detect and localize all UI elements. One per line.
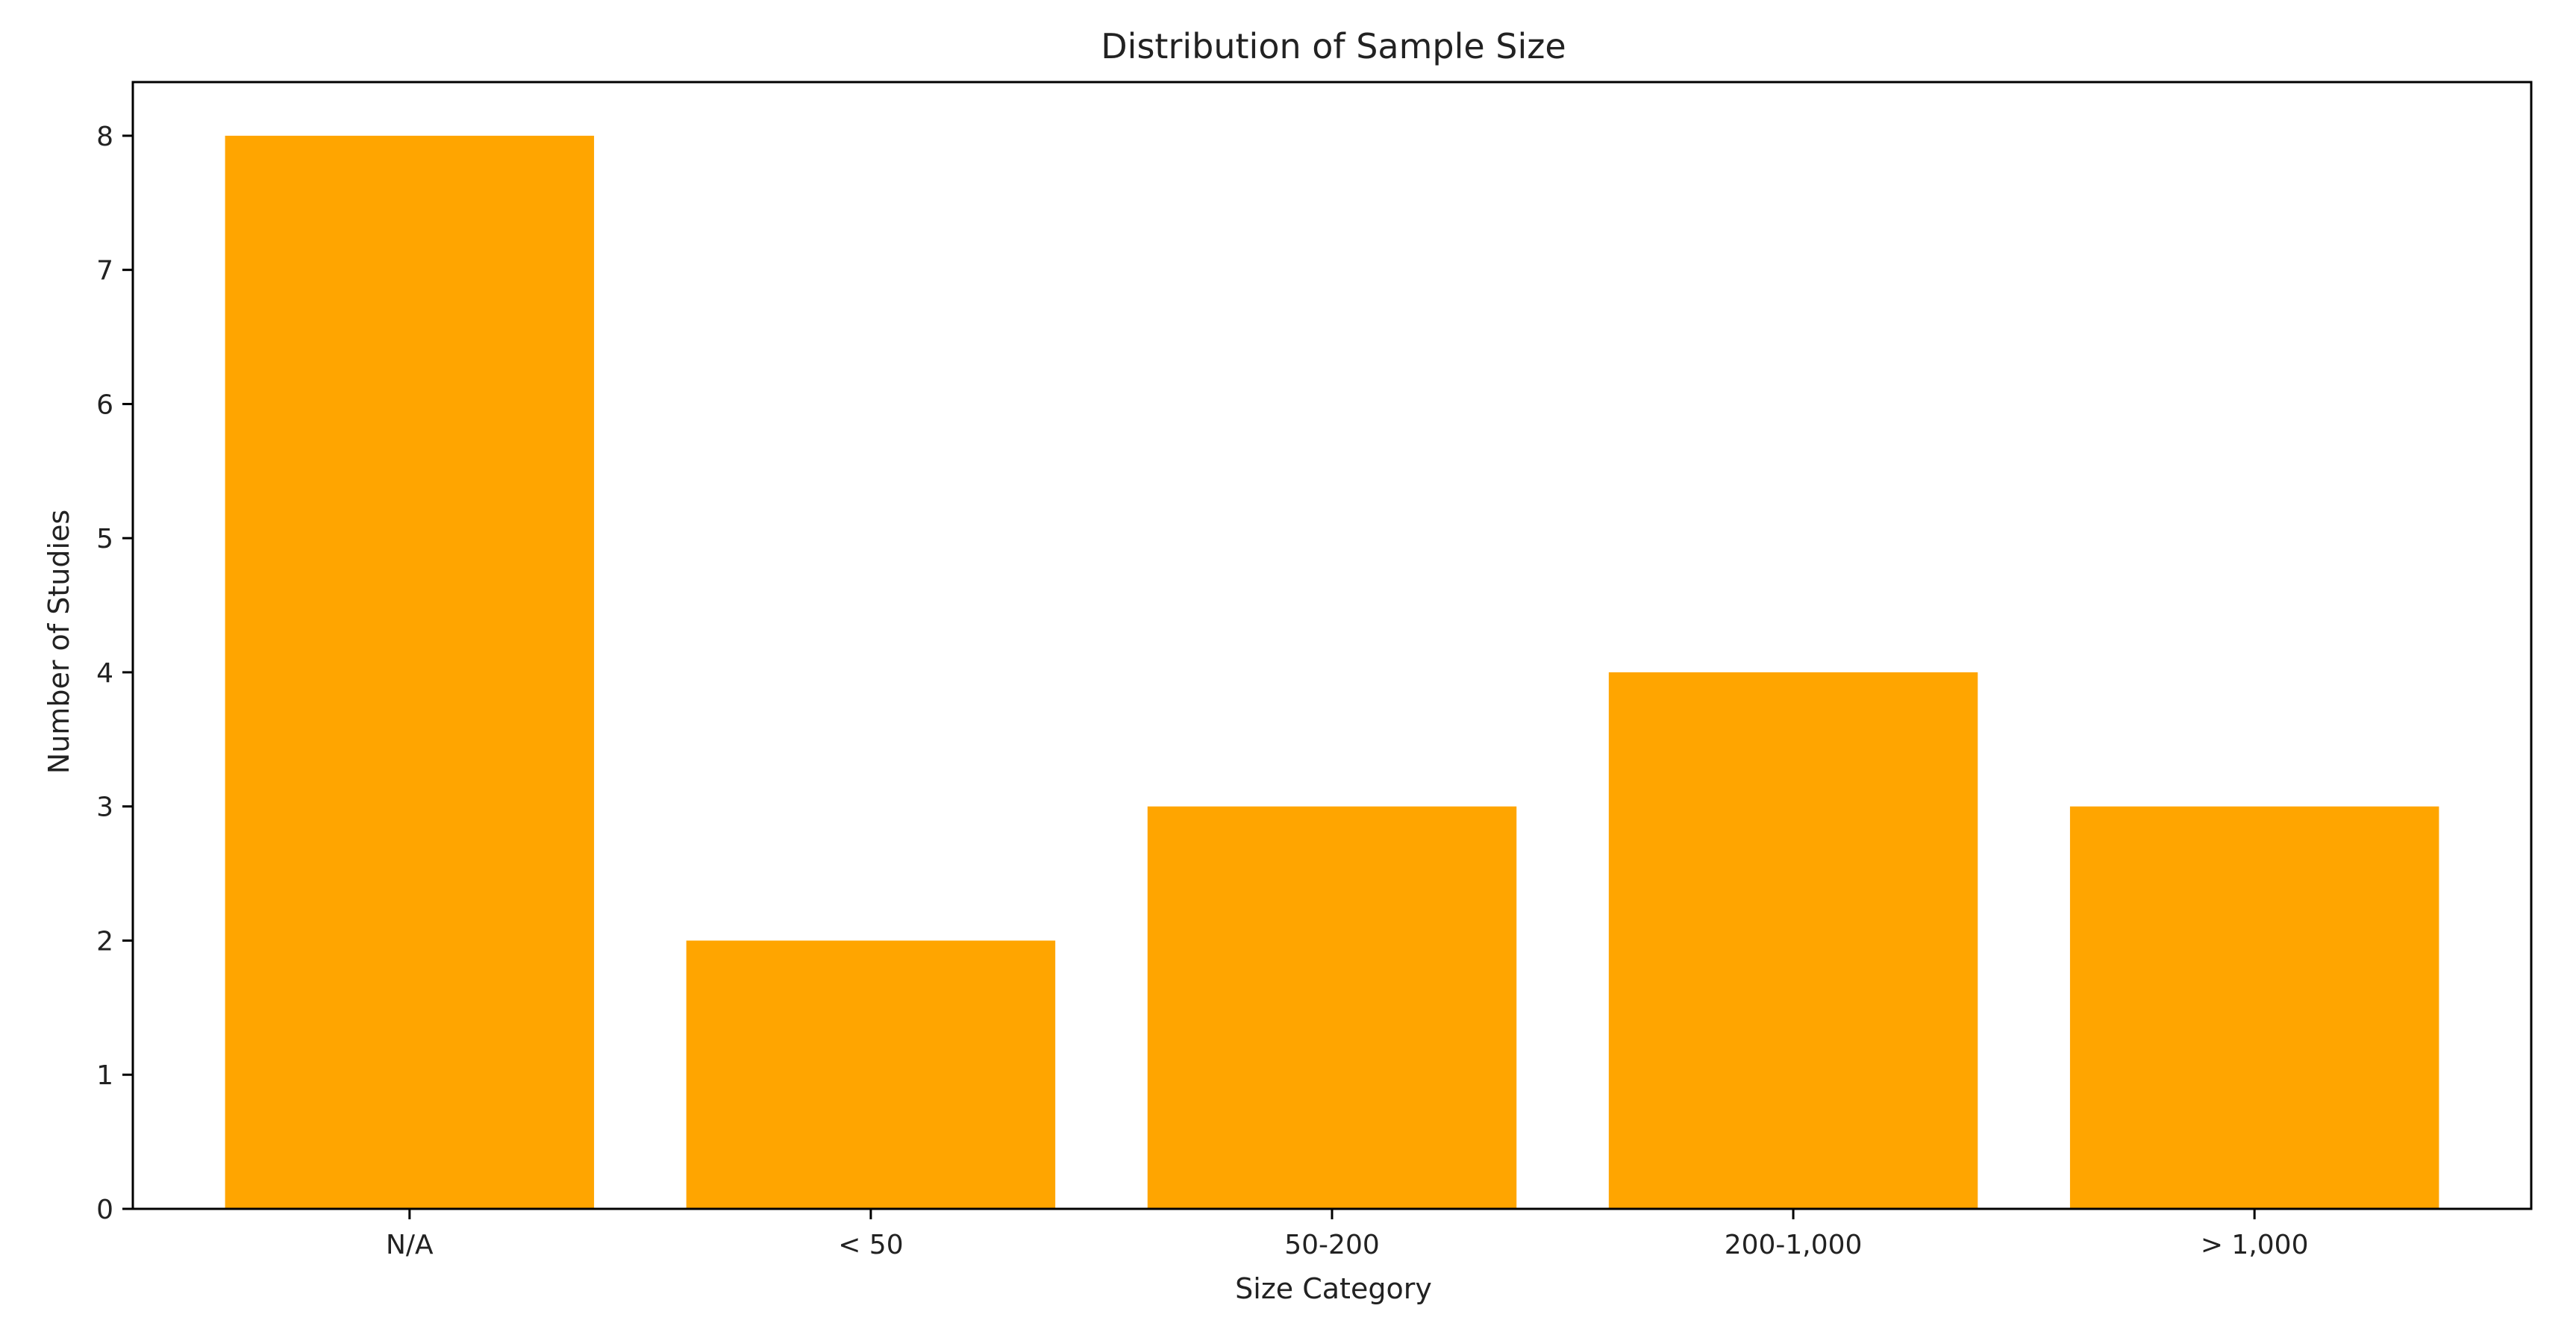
x-axis-label: Size Category	[1235, 1272, 1432, 1305]
x-tick-label-2: 50-200	[1284, 1230, 1380, 1260]
x-tick-label-3: 200-1,000	[1725, 1230, 1863, 1260]
bar-0	[225, 135, 595, 1209]
chart-title: Distribution of Sample Size	[1101, 26, 1566, 66]
y-tick-label-1: 1	[96, 1060, 113, 1091]
y-axis-label: Number of Studies	[43, 510, 75, 774]
y-tick-label-3: 3	[96, 792, 113, 823]
bars-layer	[225, 135, 2439, 1209]
x-tick-label-1: < 50	[838, 1230, 903, 1260]
bar-2	[1147, 806, 1517, 1209]
bar-3	[1608, 672, 1978, 1209]
y-tick-label-4: 4	[96, 658, 113, 689]
bar-1	[686, 940, 1056, 1209]
y-tick-label-7: 7	[96, 256, 113, 287]
y-tick-label-5: 5	[96, 524, 113, 554]
bar-4	[2069, 806, 2439, 1209]
y-tick-label-6: 6	[96, 390, 113, 420]
x-tick-label-0: N/A	[386, 1230, 434, 1260]
x-tick-label-4: > 1,000	[2201, 1230, 2309, 1260]
y-tick-label-8: 8	[96, 122, 113, 152]
y-tick-label-0: 0	[96, 1195, 113, 1225]
axes-layer: 0 1 2 3 4 5 6 7 8 N/A < 50 50-200 200-1,000 > 1,000	[96, 81, 2533, 1260]
y-tick-label-2: 2	[96, 926, 113, 957]
